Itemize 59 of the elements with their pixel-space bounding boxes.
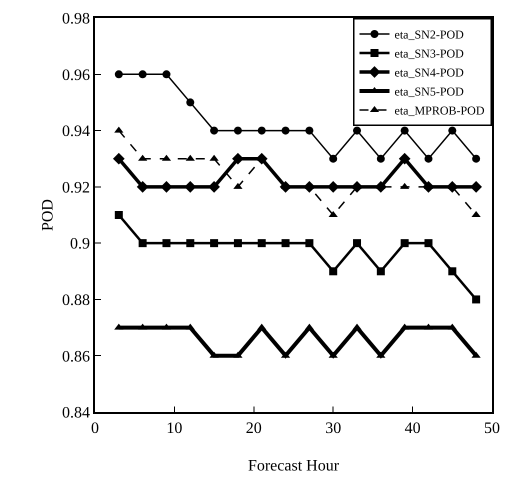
point: [424, 239, 432, 248]
point: [114, 211, 123, 219]
y-tick-label: 0.96: [62, 66, 90, 84]
point: [376, 154, 385, 163]
point: [329, 154, 338, 163]
legend-label: eta_MPROB-POD: [394, 104, 485, 118]
point: [400, 126, 409, 135]
point: [210, 126, 218, 135]
y-tick-label: 0.94: [62, 123, 90, 140]
point: [138, 239, 147, 248]
point: [114, 70, 123, 78]
point: [136, 181, 148, 193]
point: [305, 239, 314, 248]
legend-label: eta_SN5-POD: [394, 84, 464, 99]
point: [258, 239, 266, 248]
point: [470, 181, 482, 193]
y-tick-label: 0.92: [62, 179, 90, 196]
legend-label: eta_SN3-POD: [394, 46, 464, 61]
x-axis-title: Forecast Hour: [248, 458, 340, 474]
point: [186, 98, 194, 106]
point: [398, 152, 411, 165]
point: [258, 126, 266, 135]
y-axis-title: POD: [40, 198, 56, 232]
x-tick-label: 30: [325, 420, 342, 437]
point: [448, 267, 456, 276]
point: [472, 295, 480, 304]
point: [234, 126, 242, 135]
y-tick-label: 0.84: [62, 404, 90, 422]
x-tick-label: 0: [91, 420, 99, 437]
point: [138, 70, 147, 78]
point: [160, 181, 172, 193]
legend-label: eta_SN4-POD: [394, 66, 464, 80]
point: [472, 154, 480, 163]
y-tick-label: 0.86: [62, 348, 90, 366]
x-tick-label: 40: [404, 420, 421, 437]
point: [448, 126, 456, 135]
legend-label: eta_SN2-POD: [394, 28, 464, 42]
point: [282, 239, 290, 248]
point: [329, 267, 338, 276]
y-tick-label: 0.9: [70, 236, 90, 253]
point: [353, 126, 362, 135]
point: [162, 70, 170, 78]
x-tick-label: 10: [166, 420, 182, 437]
point: [208, 181, 220, 193]
point: [400, 239, 409, 248]
point: [112, 152, 125, 165]
point: [234, 239, 242, 248]
point: [186, 239, 194, 248]
point: [282, 126, 290, 135]
point: [353, 239, 362, 248]
point: [376, 267, 385, 276]
point: [210, 239, 218, 248]
point: [424, 154, 432, 163]
y-tick-label: 0.88: [62, 292, 90, 310]
point: [162, 239, 170, 248]
x-tick-label: 50: [484, 420, 500, 437]
x-tick-label: 20: [246, 420, 262, 437]
point: [305, 126, 314, 135]
y-tick-label: 0.98: [62, 10, 90, 28]
